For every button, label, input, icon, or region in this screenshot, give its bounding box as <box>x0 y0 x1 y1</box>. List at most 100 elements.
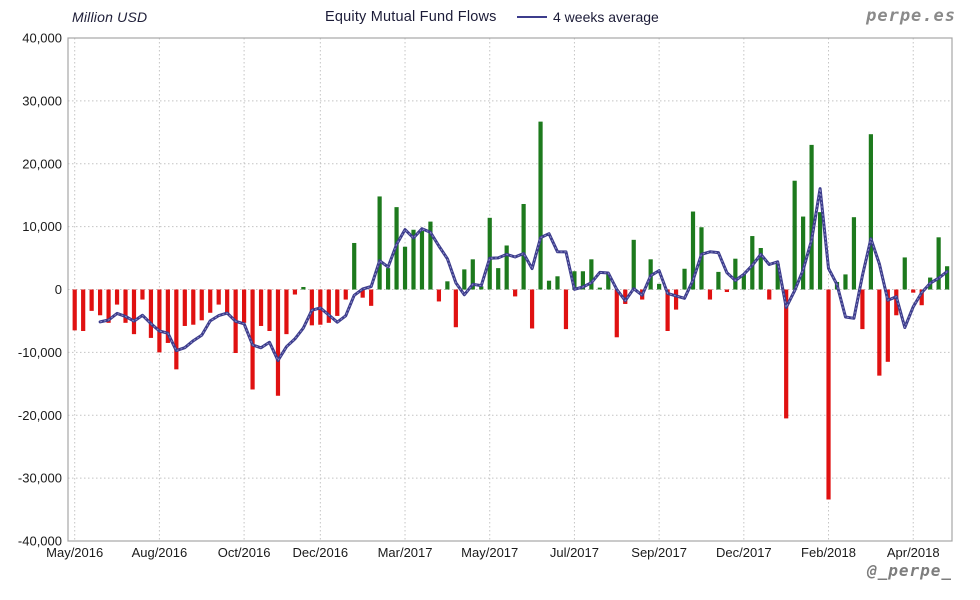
weekly-flow-bar <box>784 289 789 419</box>
weekly-flow-bar <box>657 283 662 290</box>
weekly-flow-bar <box>470 259 475 290</box>
weekly-flow-bar <box>877 289 882 376</box>
y-axis-tick-label: -20,000 <box>18 408 62 423</box>
weekly-flow-bar <box>868 134 873 290</box>
weekly-flow-bar <box>479 286 484 290</box>
weekly-flow-bar <box>284 289 289 335</box>
weekly-flow-bar <box>919 289 924 306</box>
weekly-flow-bar <box>140 289 145 300</box>
weekly-flow-bar <box>174 289 179 370</box>
weekly-flow-bar <box>529 289 535 329</box>
weekly-flow-bar <box>801 216 806 290</box>
weekly-flow-bar <box>682 268 687 290</box>
weekly-flow-bar <box>72 289 77 331</box>
weekly-flow-bar <box>665 289 670 331</box>
x-axis-tick-label: Sep/2017 <box>631 545 687 560</box>
plot-border <box>67 37 953 542</box>
weekly-flow-bar <box>106 289 111 323</box>
weekly-flow-bar <box>690 211 696 290</box>
weekly-flow-bar <box>98 289 103 316</box>
weekly-flow-bar <box>851 217 857 290</box>
weekly-flow-bar <box>572 271 577 290</box>
weekly-flow-bar <box>267 289 272 331</box>
y-axis-tick-label: 40,000 <box>22 31 62 46</box>
weekly-flow-bar <box>945 266 950 290</box>
weekly-flow-bar <box>377 196 382 290</box>
y-axis-tick-label: 10,000 <box>22 219 62 234</box>
weekly-flow-bar <box>580 271 585 290</box>
weekly-flow-bar <box>724 289 729 293</box>
weekly-flow-bar <box>165 289 170 343</box>
weekly-flow-bar <box>292 289 298 295</box>
weekly-flow-bar <box>301 286 306 290</box>
weekly-flow-bar <box>750 236 755 290</box>
brand-watermark-top: perpe.es <box>866 6 956 26</box>
legend-label: 4 weeks average <box>553 9 659 25</box>
weekly-flow-bar <box>911 289 916 293</box>
weekly-flow-bar <box>309 289 314 326</box>
x-axis-tick-label: Feb/2018 <box>801 545 856 560</box>
y-axis-tick-label: -30,000 <box>18 471 62 486</box>
weekly-flow-bar <box>89 289 94 311</box>
weekly-flow-bar <box>521 203 526 290</box>
weekly-flow-bar <box>563 289 569 330</box>
x-axis-tick-label: Dec/2016 <box>293 545 349 560</box>
weekly-flow-bar <box>462 269 467 290</box>
y-axis-units-label: Million USD <box>72 9 148 25</box>
weekly-flow-bar <box>894 289 899 316</box>
weekly-flow-bar <box>352 242 357 290</box>
weekly-flow-bar <box>597 287 602 290</box>
weekly-flow-bar <box>623 289 628 304</box>
weekly-flow-bar <box>445 281 450 290</box>
weekly-flow-bar <box>250 289 255 390</box>
weekly-flow-bar <box>385 268 391 290</box>
weekly-flow-bar <box>242 289 247 323</box>
weekly-flow-bar <box>673 289 679 310</box>
weekly-flow-bar <box>936 237 941 290</box>
x-axis-tick-label: Mar/2017 <box>378 545 433 560</box>
weekly-flow-bar <box>817 212 823 290</box>
x-axis-tick-label: Apr/2018 <box>887 545 940 560</box>
weekly-flow-bar <box>114 289 120 305</box>
weekly-flow-bar <box>716 271 721 290</box>
weekly-flow-bar <box>741 274 746 290</box>
weekly-flow-bar <box>402 246 408 290</box>
y-axis-tick-label: -40,000 <box>18 534 62 549</box>
weekly-flow-bar <box>555 276 560 290</box>
weekly-flow-bar <box>826 289 831 500</box>
weekly-flow-bar <box>419 231 425 290</box>
weekly-flow-bar <box>775 263 780 290</box>
y-axis-tick-label: -10,000 <box>18 345 62 360</box>
weekly-flow-bar <box>182 289 187 326</box>
weekly-flow-bar <box>191 289 196 325</box>
weekly-flow-bar <box>546 280 552 290</box>
weekly-flow-bar <box>326 289 331 323</box>
weekly-flow-bar <box>148 289 154 338</box>
weekly-flow-bar <box>885 289 890 362</box>
x-axis-tick-label: Jul/2017 <box>550 545 599 560</box>
weekly-flow-bar <box>614 289 619 338</box>
y-axis-tick-label: 0 <box>55 282 62 297</box>
weekly-flow-bar <box>258 289 264 326</box>
weekly-flow-bar <box>453 289 458 328</box>
weekly-flow-bar <box>487 217 492 290</box>
weekly-flow-bar <box>504 245 509 290</box>
weekly-flow-bar <box>843 274 848 290</box>
weekly-flow-bar <box>369 289 374 306</box>
x-axis-tick-label: Dec/2017 <box>716 545 772 560</box>
weekly-flow-bar <box>707 289 713 300</box>
x-axis-tick-label: May/2017 <box>461 545 518 560</box>
chart-title: Equity Mutual Fund Flows <box>325 9 497 25</box>
x-axis-tick-label: Oct/2016 <box>218 545 271 560</box>
weekly-flow-bar <box>199 289 204 321</box>
brand-watermark-bottom: @_perpe_ <box>866 561 952 580</box>
weekly-flow-bar <box>733 258 738 290</box>
weekly-flow-bar <box>225 289 230 315</box>
x-axis-tick-label: Aug/2016 <box>132 545 188 560</box>
weekly-flow-bar <box>860 289 865 330</box>
weekly-flow-bar <box>343 289 348 300</box>
y-axis-tick-label: 30,000 <box>22 93 62 108</box>
weekly-flow-bar <box>131 289 137 335</box>
weekly-flow-bar <box>496 268 501 290</box>
